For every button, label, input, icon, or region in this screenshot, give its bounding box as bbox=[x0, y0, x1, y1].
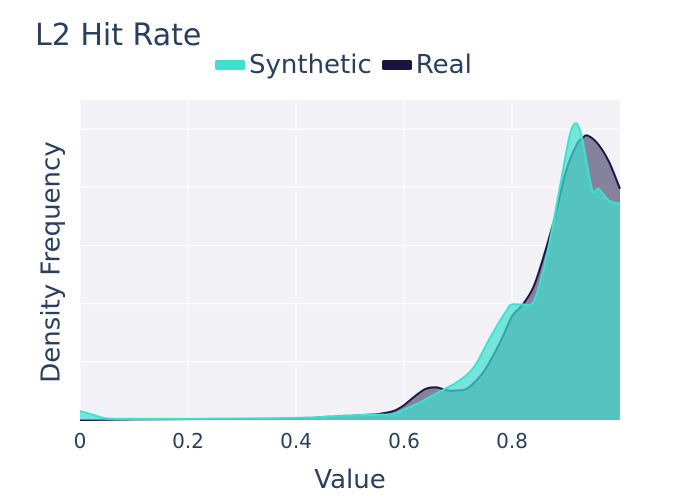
x-tick-label: 0 bbox=[74, 429, 87, 453]
x-axis-title: Value bbox=[314, 465, 385, 495]
legend-swatch-real bbox=[381, 60, 412, 70]
legend-swatch-synthetic bbox=[215, 60, 245, 70]
legend[interactable]: Synthetic Real bbox=[215, 50, 472, 80]
legend-item-real[interactable]: Real bbox=[381, 50, 472, 80]
x-tick-label: 0.6 bbox=[388, 429, 420, 453]
legend-label-synthetic: Synthetic bbox=[249, 50, 372, 80]
x-tick-label: 0.8 bbox=[496, 429, 528, 453]
series-areas bbox=[79, 122, 621, 421]
legend-item-synthetic[interactable]: Synthetic bbox=[215, 50, 372, 80]
x-tick-label: 0.4 bbox=[280, 429, 312, 453]
series-area-synthetic bbox=[80, 123, 620, 421]
y-axis-title: Density Frequency bbox=[37, 141, 67, 382]
x-ticks: 0 0.2 0.4 0.6 0.8 bbox=[74, 429, 528, 453]
legend-label-real: Real bbox=[415, 50, 472, 80]
series-line-synthetic bbox=[79, 122, 621, 420]
x-tick-label: 0.2 bbox=[172, 429, 204, 453]
chart-title: L2 Hit Rate bbox=[35, 18, 202, 53]
